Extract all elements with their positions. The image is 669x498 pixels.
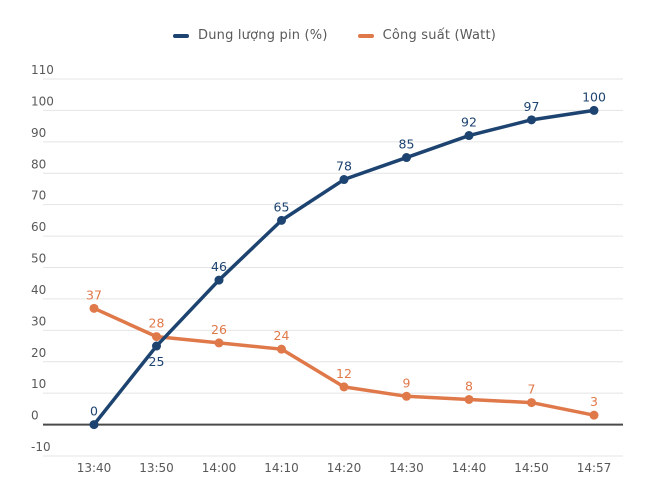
data-point-label: 8 (465, 378, 473, 393)
data-point-label: 100 (582, 89, 606, 104)
y-axis-tick-label: 10 (31, 377, 46, 391)
data-point-label: 25 (149, 354, 165, 369)
data-point[interactable] (89, 303, 99, 313)
data-point[interactable] (402, 153, 411, 163)
data-point-label: 12 (336, 366, 352, 381)
data-point-label: 7 (528, 382, 536, 397)
data-point-label: 24 (274, 328, 290, 343)
data-point[interactable] (214, 338, 224, 348)
data-point-label: 92 (461, 115, 477, 130)
data-point-label: 0 (90, 404, 98, 419)
data-point-label: 3 (590, 394, 598, 409)
x-axis-tick-label: 14:20 (327, 461, 362, 475)
y-axis-tick-label: 80 (31, 157, 46, 171)
x-axis-tick-label: 14:10 (264, 461, 299, 475)
data-point-label: 78 (336, 159, 352, 174)
data-point[interactable] (89, 420, 99, 430)
chart-legend: Dung lượng pin (%) Công suất (Watt) (0, 28, 669, 43)
data-point[interactable] (402, 391, 411, 401)
data-point[interactable] (339, 175, 349, 185)
data-point[interactable] (277, 344, 286, 354)
legend-swatch-battery-icon (172, 33, 189, 38)
data-point[interactable] (152, 332, 161, 342)
legend-item-power[interactable]: Công suất (Watt) (357, 28, 497, 43)
data-point[interactable] (589, 105, 599, 115)
y-axis-tick-label: 100 (31, 94, 54, 108)
data-point[interactable] (464, 131, 474, 141)
data-point-label: 97 (524, 99, 540, 114)
y-axis-tick-label: 0 (31, 409, 39, 423)
legend-label-battery: Dung lượng pin (%) (197, 28, 328, 43)
data-point[interactable] (339, 382, 349, 392)
y-axis-tick-label: 60 (31, 220, 46, 234)
y-axis-tick-label: 20 (31, 346, 46, 360)
data-point[interactable] (464, 394, 474, 404)
y-axis-tick-label: 90 (31, 126, 46, 140)
data-point[interactable] (152, 341, 161, 351)
data-point-label: 85 (399, 137, 415, 152)
x-axis-tick-label: 13:50 (139, 461, 174, 475)
data-point[interactable] (589, 410, 599, 420)
y-axis-tick-label: 30 (31, 314, 46, 328)
y-axis-tick-label: 70 (31, 189, 46, 203)
data-point-label: 37 (86, 287, 102, 302)
data-point-label: 28 (149, 316, 165, 331)
y-axis-tick-label: 40 (31, 283, 46, 297)
data-point-label: 46 (211, 259, 227, 274)
data-point[interactable] (527, 115, 536, 125)
legend-swatch-power-icon (357, 33, 374, 38)
data-point-label: 26 (211, 322, 227, 337)
data-point[interactable] (527, 398, 536, 408)
data-point-label: 9 (403, 375, 411, 390)
y-axis-tick-label: 50 (31, 252, 46, 266)
x-axis-tick-label: 14:57 (577, 461, 612, 475)
x-axis-tick-label: 13:40 (77, 461, 112, 475)
legend-label-power: Công suất (Watt) (382, 28, 497, 43)
x-axis-tick-label: 14:00 (202, 461, 237, 475)
legend-item-battery[interactable]: Dung lượng pin (%) (172, 28, 328, 43)
data-point-label: 65 (274, 199, 290, 214)
data-point[interactable] (277, 215, 286, 225)
y-axis-tick-label: 110 (31, 63, 54, 77)
x-axis-tick-label: 14:40 (452, 461, 487, 475)
x-axis-tick-label: 14:30 (389, 461, 424, 475)
y-axis-tick-label: -10 (31, 440, 51, 454)
data-point[interactable] (214, 275, 224, 285)
x-axis-tick-label: 14:50 (514, 461, 549, 475)
